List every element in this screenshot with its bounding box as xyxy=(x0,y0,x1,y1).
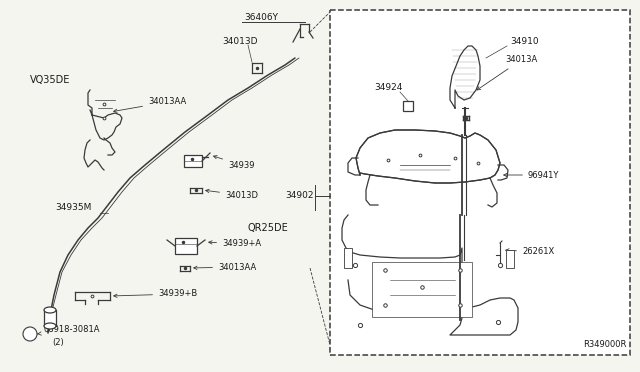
Ellipse shape xyxy=(44,323,56,329)
Bar xyxy=(330,10,630,355)
Polygon shape xyxy=(356,130,500,183)
Text: 34013A: 34013A xyxy=(477,55,537,90)
Bar xyxy=(506,250,514,268)
Ellipse shape xyxy=(44,307,56,313)
Text: 08918-3081A: 08918-3081A xyxy=(37,326,99,335)
Text: 34013D: 34013D xyxy=(205,189,258,199)
Bar xyxy=(184,155,202,167)
Text: QR25DE: QR25DE xyxy=(248,223,289,233)
Text: 26261X: 26261X xyxy=(506,247,554,257)
Text: 34910: 34910 xyxy=(510,38,539,46)
Bar xyxy=(372,262,472,317)
Bar xyxy=(44,310,56,326)
Polygon shape xyxy=(342,215,518,335)
Bar xyxy=(403,101,413,111)
Text: 34924: 34924 xyxy=(374,83,403,93)
Circle shape xyxy=(23,327,37,341)
Bar xyxy=(175,238,197,254)
Text: 34013D: 34013D xyxy=(222,38,257,46)
Text: 96941Y: 96941Y xyxy=(504,170,559,180)
Text: 34013AA: 34013AA xyxy=(114,97,186,112)
Text: 36406Y: 36406Y xyxy=(244,13,278,22)
Text: 34939+A: 34939+A xyxy=(209,240,261,248)
Text: 34939+B: 34939+B xyxy=(114,289,197,298)
Text: (2): (2) xyxy=(52,339,64,347)
Text: R349000R: R349000R xyxy=(582,340,626,349)
Text: 34902: 34902 xyxy=(285,192,314,201)
Text: N: N xyxy=(27,330,33,339)
Text: 34013AA: 34013AA xyxy=(194,263,256,272)
Text: 34935M: 34935M xyxy=(55,203,92,212)
Text: 34939: 34939 xyxy=(214,155,255,170)
Text: VQ35DE: VQ35DE xyxy=(30,75,70,85)
Bar xyxy=(344,248,352,268)
